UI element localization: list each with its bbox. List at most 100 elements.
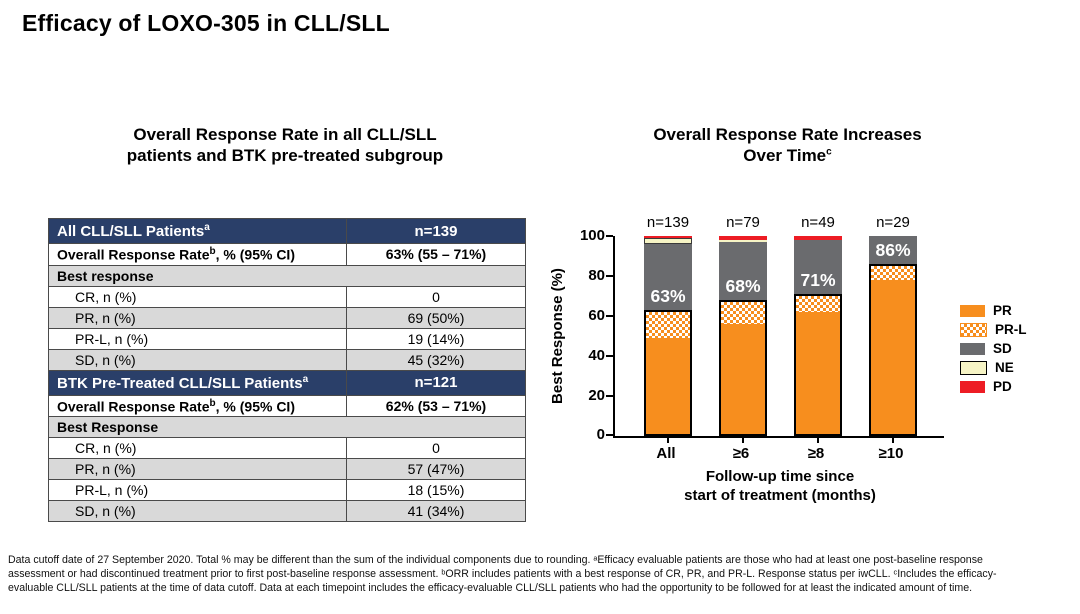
bar-segment-ne bbox=[719, 240, 767, 242]
table-row: SD, n (%) 45 (32%) bbox=[48, 348, 526, 371]
table-subheader-label: Best Response bbox=[48, 416, 526, 439]
legend-item-sd: SD bbox=[960, 339, 1027, 358]
table-section-header: BTK Pre-Treated CLL/SLL Patientsa n=121 bbox=[48, 369, 526, 396]
pr-l-swatch-icon bbox=[960, 322, 987, 337]
table-row-value: 63% (55 – 71%) bbox=[346, 243, 526, 266]
chart-panel-title: Overall Response Rate Increases Over Tim… bbox=[653, 125, 922, 166]
bar-orr-label: 68% bbox=[725, 276, 761, 296]
footnote-line: assessment or had discontinued treatment… bbox=[8, 568, 997, 581]
table-row-value: 18 (15%) bbox=[346, 479, 526, 502]
table-row: CR, n (%) 0 bbox=[48, 285, 526, 308]
bar-segment-ne bbox=[644, 238, 692, 244]
table-row-value: 69 (50%) bbox=[346, 306, 526, 329]
table-row: Overall Response Rateb, % (95% CI) 63% (… bbox=[48, 243, 526, 266]
x-tick-label: ≥6 bbox=[732, 445, 750, 462]
table-subheader: Best Response bbox=[48, 416, 526, 439]
table-n-value: n=139 bbox=[346, 218, 526, 244]
chart-legend: PR PR-L SD NE PD bbox=[960, 301, 1027, 396]
table-row-value: 41 (34%) bbox=[346, 500, 526, 523]
bar-n-label: n=79 bbox=[726, 214, 760, 231]
table-row-value: 0 bbox=[346, 437, 526, 460]
table-subheader-label: Best response bbox=[48, 264, 526, 287]
table-row-label: Overall Response Rateb, % (95% CI) bbox=[48, 243, 347, 266]
bar-segment-sd bbox=[644, 244, 692, 310]
table-row: CR, n (%) 0 bbox=[48, 437, 526, 460]
bar-segment-pd bbox=[644, 236, 692, 238]
table-n-value: n=121 bbox=[346, 369, 526, 396]
table-row-value: 45 (32%) bbox=[346, 348, 526, 371]
y-tick bbox=[606, 395, 613, 397]
table-section-header: All CLL/SLL Patientsa n=139 bbox=[48, 218, 526, 244]
table-row: PR, n (%) 57 (47%) bbox=[48, 458, 526, 481]
x-tick bbox=[817, 437, 819, 443]
page-title: Efficacy of LOXO-305 in CLL/SLL bbox=[22, 10, 390, 36]
bar-orr-label: 86% bbox=[875, 240, 911, 260]
table-row-label: Overall Response Rateb, % (95% CI) bbox=[48, 394, 347, 418]
ne-swatch-icon bbox=[960, 360, 987, 375]
bar-segment-pd bbox=[794, 236, 842, 240]
x-axis-title: Follow-up time since start of treatment … bbox=[684, 468, 876, 504]
table-row-label: CR, n (%) bbox=[48, 437, 347, 460]
footnote-line: Data cutoff date of 27 September 2020. T… bbox=[8, 554, 983, 566]
bar-n-label: n=49 bbox=[801, 214, 835, 231]
table-row-label: PR-L, n (%) bbox=[48, 327, 347, 350]
y-tick-label: 0 bbox=[596, 426, 605, 443]
legend-item-pd: PD bbox=[960, 377, 1027, 396]
y-tick bbox=[606, 275, 613, 277]
bar-segment-pd bbox=[719, 236, 767, 240]
x-tick bbox=[892, 437, 894, 443]
table-row: PR-L, n (%) 19 (14%) bbox=[48, 327, 526, 350]
y-tick bbox=[606, 235, 613, 237]
table-row: SD, n (%) 41 (34%) bbox=[48, 500, 526, 523]
bar-segment-pr bbox=[719, 300, 767, 436]
table-row-label: PR-L, n (%) bbox=[48, 479, 347, 502]
sd-swatch-icon bbox=[960, 342, 985, 355]
legend-label: NE bbox=[995, 360, 1014, 375]
bar-n-label: n=139 bbox=[646, 214, 690, 231]
legend-item-ne: NE bbox=[960, 358, 1027, 377]
table-row-value: 62% (53 – 71%) bbox=[346, 394, 526, 418]
table-row-label: SD, n (%) bbox=[48, 500, 347, 523]
table-row: Overall Response Rateb, % (95% CI) 62% (… bbox=[48, 394, 526, 418]
bar-segment-pr-l bbox=[871, 266, 915, 280]
y-tick-label: 60 bbox=[588, 307, 605, 324]
y-tick bbox=[606, 355, 613, 357]
bar-segment-pr bbox=[644, 310, 692, 436]
table-subheader: Best response bbox=[48, 264, 526, 287]
y-tick-label: 80 bbox=[588, 267, 605, 284]
legend-item-pr: PR bbox=[960, 301, 1027, 320]
table-row-value: 57 (47%) bbox=[346, 458, 526, 481]
table-row-label: PR, n (%) bbox=[48, 458, 347, 481]
bar-orr-label: 71% bbox=[800, 270, 836, 290]
pd-swatch-icon bbox=[960, 380, 985, 393]
y-tick bbox=[606, 315, 613, 317]
y-tick bbox=[606, 434, 613, 436]
table-row: PR-L, n (%) 18 (15%) bbox=[48, 479, 526, 502]
response-rate-table: All CLL/SLL Patientsa n=139 Overall Resp… bbox=[48, 218, 526, 523]
table-row-label: CR, n (%) bbox=[48, 285, 347, 308]
x-tick bbox=[667, 437, 669, 443]
table-row-label: PR, n (%) bbox=[48, 306, 347, 329]
bar-segment-pr bbox=[869, 264, 917, 436]
legend-label: PR bbox=[993, 303, 1012, 318]
footnote: Data cutoff date of 27 September 2020. T… bbox=[8, 553, 1076, 596]
footnote-line: evaluable CLL/SLL patients at the time o… bbox=[8, 582, 973, 595]
bar-n-label: n=29 bbox=[876, 214, 910, 231]
bar-segment-sd bbox=[869, 236, 917, 264]
table-row-label: SD, n (%) bbox=[48, 348, 347, 371]
bar-segment-pr-l bbox=[721, 302, 765, 324]
bar-segment-sd bbox=[719, 242, 767, 300]
table-row: PR, n (%) 69 (50%) bbox=[48, 306, 526, 329]
x-tick-label: ≥8 bbox=[807, 445, 825, 462]
bar-segment-pr bbox=[794, 294, 842, 436]
legend-label: SD bbox=[993, 341, 1012, 356]
legend-item-pr-l: PR-L bbox=[960, 320, 1027, 339]
legend-label: PD bbox=[993, 379, 1012, 394]
y-tick-label: 20 bbox=[588, 387, 605, 404]
y-axis-title: Best Response (%) bbox=[549, 268, 566, 404]
table-row-value: 19 (14%) bbox=[346, 327, 526, 350]
x-tick-label: ≥10 bbox=[878, 445, 904, 462]
table-section-label: BTK Pre-Treated CLL/SLL Patientsa bbox=[48, 369, 347, 396]
x-tick bbox=[742, 437, 744, 443]
